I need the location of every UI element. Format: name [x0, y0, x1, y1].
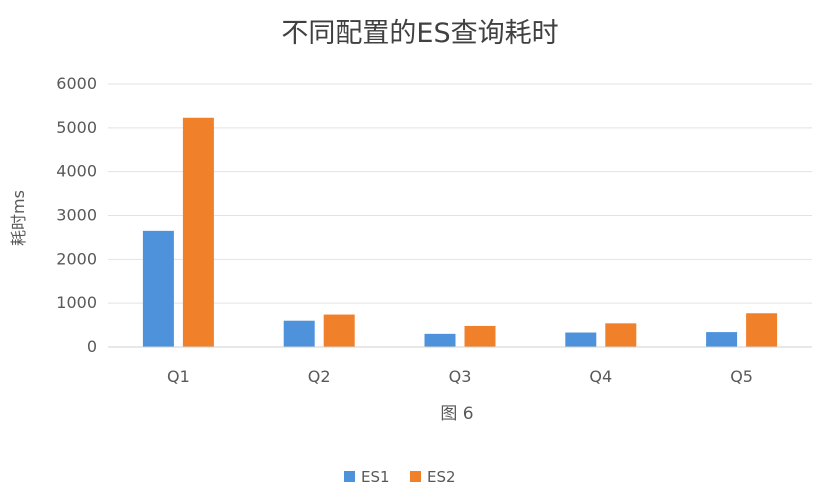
bar-es2-q1	[182, 117, 214, 347]
x-tick-label: Q1	[167, 367, 190, 386]
x-tick-label: Q5	[730, 367, 753, 386]
legend-label-es1: ES1	[361, 468, 390, 486]
bar-es1-q5	[706, 332, 738, 347]
y-axis-ticks: 0 1000 2000 3000 4000 5000 6000	[56, 74, 97, 356]
x-tick-label: Q3	[449, 367, 472, 386]
bars	[142, 117, 778, 347]
y-tick-label: 6000	[56, 74, 97, 93]
chart-title: 不同配置的ES查询耗时	[281, 18, 558, 49]
y-axis-title: 耗时ms	[9, 190, 28, 246]
bar-es2-q5	[746, 313, 778, 347]
bar-es1-q2	[283, 320, 315, 347]
x-tick-label: Q2	[308, 367, 331, 386]
bar-es1-q1	[142, 230, 174, 347]
bar-es1-q4	[565, 332, 597, 347]
x-axis-ticks: Q1 Q2 Q3 Q4 Q5	[167, 367, 753, 386]
bar-es2-q3	[464, 325, 496, 347]
bar-es1-q3	[424, 333, 456, 347]
legend-swatch-es2	[410, 471, 421, 482]
y-tick-label: 5000	[56, 118, 97, 137]
y-tick-label: 3000	[56, 206, 97, 225]
legend-swatch-es1	[344, 471, 355, 482]
y-tick-label: 2000	[56, 249, 97, 268]
y-tick-label: 4000	[56, 162, 97, 181]
y-tick-label: 1000	[56, 293, 97, 312]
bar-es2-q4	[605, 323, 637, 347]
figure-caption: 图 6	[440, 404, 473, 424]
gridlines	[108, 83, 812, 304]
legend: ES1 ES2	[344, 468, 456, 486]
bar-es2-q2	[323, 314, 355, 347]
x-tick-label: Q4	[589, 367, 612, 386]
legend-label-es2: ES2	[427, 468, 456, 486]
y-tick-label: 0	[87, 337, 97, 356]
